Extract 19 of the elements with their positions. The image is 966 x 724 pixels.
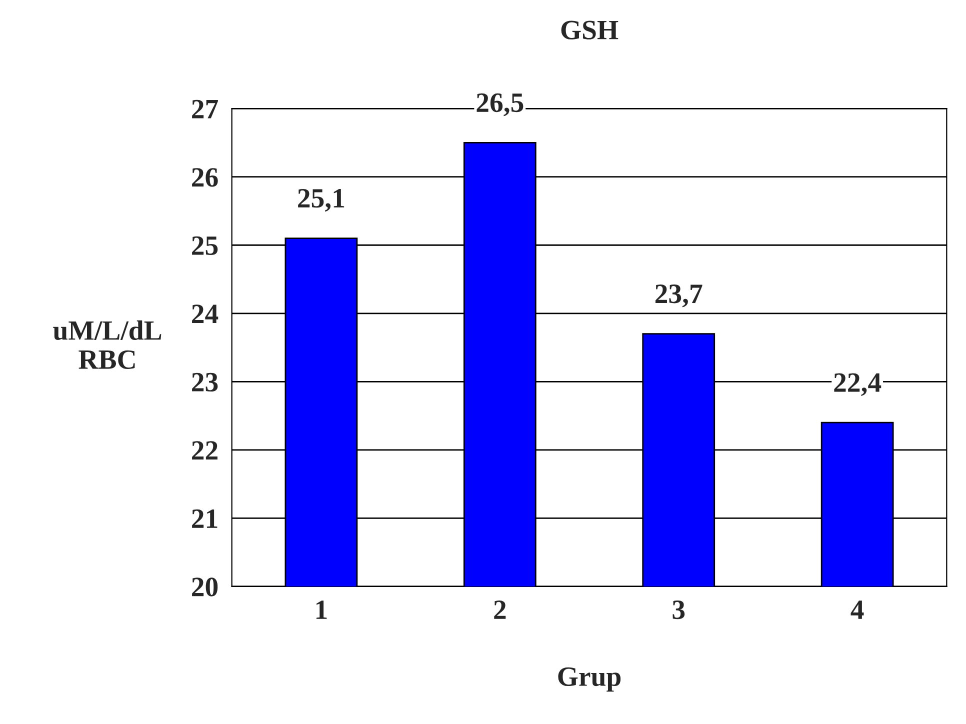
data-label: 25,1 <box>298 188 344 212</box>
y-axis-title: uM/L/dL RBC <box>53 320 162 369</box>
y-tick-label: 24 <box>192 304 218 324</box>
y-tick-label: 20 <box>192 578 218 596</box>
y-tick-label: 25 <box>192 236 218 256</box>
data-label: 26,5 <box>476 93 524 116</box>
x-tick-label: 1 <box>316 600 327 619</box>
y-tick-label: 27 <box>192 100 218 118</box>
x-tick-label: 4 <box>850 600 864 619</box>
x-axis-title: Grup <box>558 667 621 692</box>
chart-title: GSH <box>561 20 618 40</box>
x-tick-label: 2 <box>494 600 506 619</box>
y-tick-label: 26 <box>192 168 218 187</box>
data-label: 22,4 <box>834 373 882 396</box>
y-tick-label: 23 <box>192 372 218 392</box>
data-label: 23,7 <box>655 284 702 308</box>
y-tick-label: 22 <box>192 441 218 460</box>
x-tick-label: 3 <box>672 600 685 620</box>
y-tick-label: 21 <box>192 509 218 528</box>
